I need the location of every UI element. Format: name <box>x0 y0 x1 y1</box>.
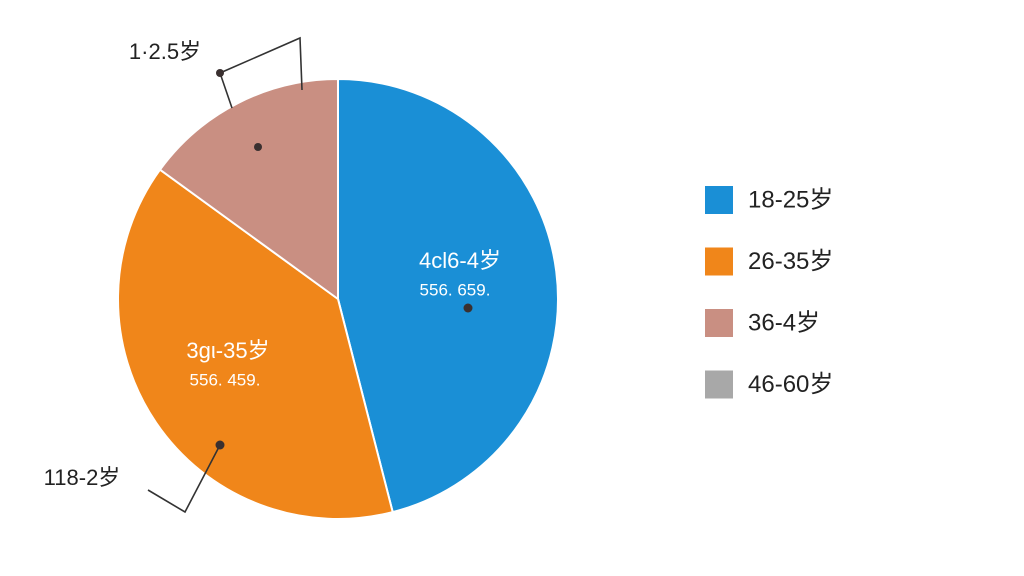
pie <box>117 77 559 520</box>
pie-slice <box>117 168 394 520</box>
dot <box>216 69 224 77</box>
legend-label: 46-60岁 <box>748 371 833 398</box>
dot <box>215 440 225 450</box>
leader-lines <box>147 36 303 514</box>
annotation: 118-2岁 <box>44 465 121 490</box>
dot <box>254 143 262 151</box>
legend-label: 36-4岁 <box>748 309 820 336</box>
legend-swatch <box>705 370 733 399</box>
slice-label: 4cl6-4岁 <box>419 248 501 273</box>
annotation: 1·2.5岁 <box>129 39 201 64</box>
slice-value: 556. 459. <box>190 370 261 389</box>
pie-slice <box>158 77 339 301</box>
dot <box>463 303 473 313</box>
legend-swatch <box>705 309 733 337</box>
legend-swatch <box>705 247 733 276</box>
legend-swatch <box>705 186 733 214</box>
leader-dots <box>215 69 473 450</box>
leader-line <box>219 36 303 109</box>
slice-label: 3gι-35岁 <box>186 338 269 363</box>
slice-value: 556. 659. <box>420 280 491 299</box>
legend-label: 26-35岁 <box>748 248 833 275</box>
leader-line <box>147 444 221 514</box>
legend-label: 18-25岁 <box>748 186 833 213</box>
pie-slice <box>337 77 559 514</box>
legend: 18-25岁 26-35岁 36-4岁 46-60岁 <box>705 186 833 399</box>
